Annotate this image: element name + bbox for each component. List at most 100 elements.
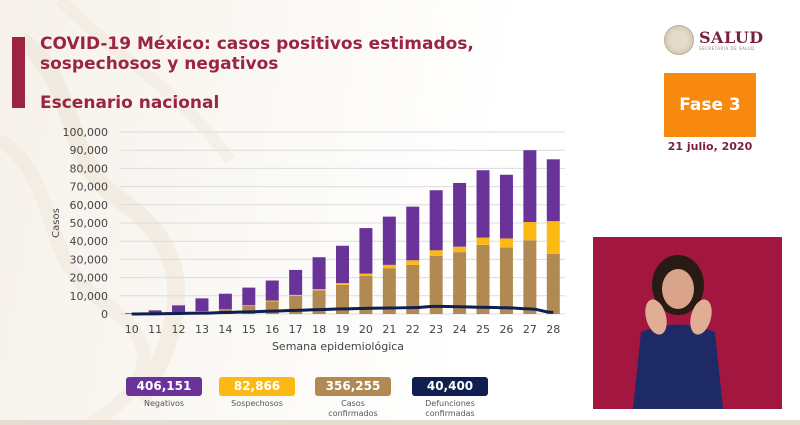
x-tick-label: 20 <box>359 323 373 336</box>
y-tick-label: 80,000 <box>70 162 109 175</box>
bar-casos-confirmados-week-22 <box>406 264 420 314</box>
bottom-divider <box>0 420 800 425</box>
x-tick-label: 26 <box>499 323 513 336</box>
bar-sospechosos-week-28 <box>546 221 560 254</box>
bar-casos-confirmados-week-18 <box>312 290 326 314</box>
y-tick-label: 60,000 <box>70 199 109 212</box>
bar-sospechosos-week-17 <box>289 294 303 296</box>
stat-value: 40,400 <box>412 377 488 396</box>
bar-casos-confirmados-week-27 <box>523 240 537 314</box>
bar-negativos-week-15 <box>242 287 256 306</box>
bar-negativos-week-19 <box>336 245 349 284</box>
y-tick-label: 50,000 <box>70 217 109 230</box>
x-tick-label: 24 <box>453 323 467 336</box>
bar-sospechosos-week-23 <box>429 250 443 256</box>
bar-casos-confirmados-week-21 <box>382 268 396 314</box>
x-tick-label: 21 <box>382 323 396 336</box>
bar-casos-confirmados-week-28 <box>546 253 560 314</box>
page-subtitle: Escenario nacional <box>40 93 220 113</box>
salud-logo: SALUD SECRETARÍA DE SALUD <box>664 25 764 55</box>
bar-sospechosos-week-16 <box>265 300 279 302</box>
y-tick-label: 70,000 <box>70 181 109 194</box>
y-tick-label: 10,000 <box>70 290 109 303</box>
title-accent-bar <box>12 37 25 108</box>
phase-badge: Fase 3 <box>664 73 756 137</box>
deaths-line <box>131 304 554 316</box>
y-axis-ticks: 0 10,000 20,000 30,000 40,000 50,000 60,000 70,… <box>63 126 109 321</box>
y-tick-label: 0 <box>101 308 108 321</box>
x-tick-label: 15 <box>242 323 256 336</box>
bar-negativos-week-11 <box>148 310 162 314</box>
stat-value: 406,151 <box>126 377 202 396</box>
y-tick-label: 40,000 <box>70 235 109 248</box>
stat-label-line2: confirmadas <box>425 409 475 418</box>
bar-negativos-week-25 <box>476 170 490 238</box>
y-tick-label: 90,000 <box>70 144 109 157</box>
line-defunciones <box>131 304 554 316</box>
stat-defunciones: 40,400 Defunciones confirmadas <box>412 377 488 419</box>
logo-text: SALUD <box>699 27 764 47</box>
bar-sospechosos-week-18 <box>312 289 326 291</box>
bar-sospechosos-week-27 <box>523 222 537 241</box>
bar-casos-confirmados-week-15 <box>242 305 256 314</box>
stat-negativos: 406,151 Negativos <box>126 377 202 409</box>
bar-negativos-week-27 <box>523 150 537 223</box>
x-tick-label: 16 <box>265 323 279 336</box>
bar-casos-confirmados-week-23 <box>429 255 443 314</box>
bar-negativos-week-21 <box>382 216 396 265</box>
x-tick-label: 19 <box>336 323 350 336</box>
report-date: 21 julio, 2020 <box>667 140 753 153</box>
bar-casos-confirmados-week-20 <box>359 275 373 314</box>
x-axis-label: Semana epidemiológica <box>272 340 404 353</box>
x-tick-label: 14 <box>218 323 232 336</box>
y-axis-label: Casos <box>51 208 62 238</box>
stat-value: 356,255 <box>315 377 391 396</box>
stat-label-line2: confirmados <box>328 409 378 418</box>
bar-negativos-week-17 <box>289 269 303 295</box>
interpreter-figure <box>593 237 782 409</box>
x-tick-label: 17 <box>289 323 303 336</box>
stat-confirmados: 356,255 Casos confirmados <box>315 377 391 419</box>
bar-sospechosos-week-19 <box>336 283 349 285</box>
bar-casos-confirmados-week-24 <box>453 252 467 314</box>
bar-negativos-week-22 <box>406 206 420 261</box>
bar-negativos-week-12 <box>172 305 186 313</box>
x-tick-label: 25 <box>476 323 490 336</box>
stat-label: Negativos <box>143 399 185 408</box>
bar-negativos-week-14 <box>218 293 232 310</box>
bar-negativos-week-18 <box>312 257 326 290</box>
x-tick-label: 10 <box>125 323 139 336</box>
bar-sospechosos-week-15 <box>242 305 256 306</box>
bar-negativos-week-13 <box>195 298 209 312</box>
x-tick-label: 12 <box>172 323 186 336</box>
sign-language-interpreter-video <box>593 237 782 409</box>
bar-negativos-week-24 <box>453 182 467 247</box>
bar-sospechosos-week-20 <box>359 273 373 276</box>
y-tick-label: 100,000 <box>63 126 109 139</box>
bar-sospechosos-week-25 <box>476 237 490 245</box>
stat-label: Sospechosos <box>231 399 283 408</box>
x-tick-label: 18 <box>312 323 326 336</box>
logo-subtext: SECRETARÍA DE SALUD <box>699 45 755 51</box>
bar-sospechosos-week-21 <box>382 264 396 269</box>
bar-negativos-week-28 <box>546 159 560 222</box>
bars <box>125 150 560 314</box>
bar-casos-confirmados-week-19 <box>336 284 349 314</box>
bar-negativos-week-23 <box>429 190 443 251</box>
x-tick-label: 13 <box>195 323 209 336</box>
bar-negativos-week-16 <box>265 280 279 301</box>
page-title: COVID-19 México: casos positivos estimad… <box>40 34 474 74</box>
x-axis-ticks: 10 11 12 13 14 15 16 17 18 19 20 21 22 23 24 25 26 27 28 <box>125 323 561 336</box>
bar-casos-confirmados-week-26 <box>499 247 513 314</box>
x-tick-label: 27 <box>523 323 537 336</box>
y-tick-label: 20,000 <box>70 272 109 285</box>
stat-label: Casos <box>341 399 365 408</box>
x-tick-label: 11 <box>148 323 162 336</box>
x-tick-label: 22 <box>406 323 420 336</box>
bar-casos-confirmados-week-25 <box>476 244 490 314</box>
national-seal-icon <box>664 25 694 55</box>
stat-value: 82,866 <box>219 377 295 396</box>
stat-label: Defunciones <box>425 399 475 408</box>
bar-sospechosos-week-24 <box>453 246 467 253</box>
